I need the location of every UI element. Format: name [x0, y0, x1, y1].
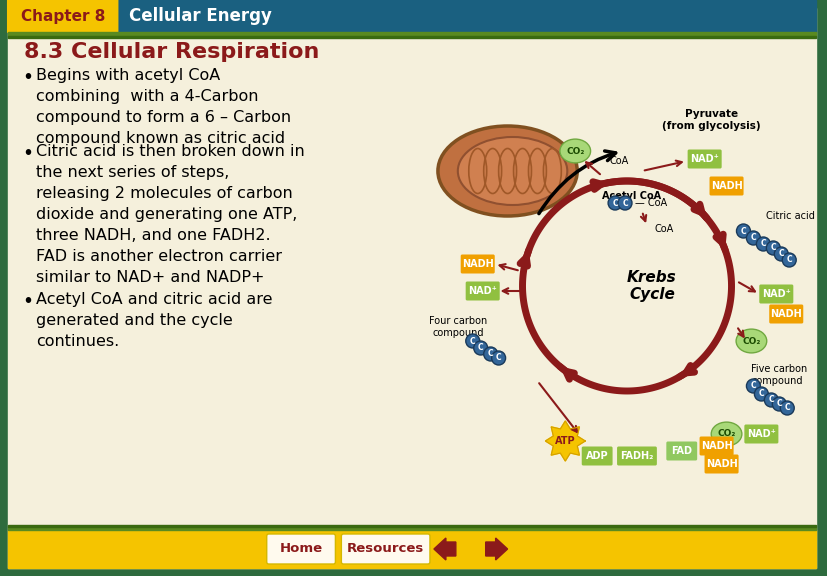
Text: CoA: CoA [609, 156, 628, 166]
Circle shape [466, 334, 479, 348]
FancyArrow shape [485, 538, 507, 560]
Bar [8, 530, 815, 568]
Circle shape [746, 231, 759, 245]
Text: Krebs
Cycle: Krebs Cycle [626, 270, 676, 302]
Ellipse shape [710, 422, 741, 446]
Text: C: C [470, 336, 475, 346]
Text: Begins with acetyl CoA
combining  with a 4-Carbon
compound to form a 6 – Carbon
: Begins with acetyl CoA combining with a … [36, 68, 290, 146]
Circle shape [766, 241, 779, 255]
FancyBboxPatch shape [266, 534, 335, 564]
Bar [8, 525, 815, 527]
FancyBboxPatch shape [341, 534, 429, 564]
Text: ADP: ADP [586, 451, 608, 461]
FancyBboxPatch shape [699, 437, 733, 456]
Text: Citric acid is then broken down in
the next series of steps,
releasing 2 molecul: Citric acid is then broken down in the n… [36, 144, 304, 285]
FancyBboxPatch shape [581, 446, 612, 465]
Text: NADH: NADH [769, 309, 801, 319]
Text: C: C [758, 389, 763, 399]
Text: NADH: NADH [705, 459, 737, 469]
Text: C: C [767, 396, 773, 404]
Text: Four carbon
compound: Four carbon compound [428, 316, 486, 338]
Circle shape [773, 247, 787, 261]
Circle shape [617, 196, 631, 210]
Circle shape [473, 341, 487, 355]
Text: — CoA: — CoA [634, 198, 667, 208]
Text: C: C [786, 256, 791, 264]
FancyBboxPatch shape [460, 255, 495, 274]
Circle shape [763, 393, 777, 407]
Text: ATP: ATP [554, 436, 575, 446]
FancyBboxPatch shape [768, 305, 802, 324]
Text: •: • [22, 68, 33, 87]
Text: CO₂: CO₂ [566, 146, 584, 156]
FancyBboxPatch shape [709, 176, 743, 195]
Polygon shape [545, 421, 585, 461]
Circle shape [756, 237, 769, 251]
FancyBboxPatch shape [465, 282, 500, 301]
Bar [117, 0, 815, 32]
FancyBboxPatch shape [758, 285, 792, 304]
Circle shape [779, 401, 793, 415]
Text: NAD⁺: NAD⁺ [761, 289, 790, 299]
Circle shape [782, 253, 796, 267]
Ellipse shape [559, 139, 590, 163]
Text: C: C [770, 244, 775, 252]
Text: NADH: NADH [700, 441, 732, 451]
Text: C: C [777, 249, 783, 259]
Text: CO₂: CO₂ [716, 430, 735, 438]
Text: FAD: FAD [671, 446, 691, 456]
Text: Resources: Resources [347, 543, 423, 555]
Text: C: C [750, 233, 755, 242]
Text: CO₂: CO₂ [741, 336, 760, 346]
Text: Pyruvate
(from glycolysis): Pyruvate (from glycolysis) [662, 109, 760, 131]
Text: CoA: CoA [654, 224, 673, 234]
Ellipse shape [437, 126, 576, 216]
Circle shape [607, 196, 621, 210]
Text: Acetyl CoA: Acetyl CoA [602, 191, 661, 201]
Bar [8, 32, 815, 36]
FancyBboxPatch shape [7, 0, 118, 33]
Text: Cellular Energy: Cellular Energy [129, 7, 272, 25]
Circle shape [735, 224, 749, 238]
FancyBboxPatch shape [743, 425, 777, 444]
Ellipse shape [457, 137, 566, 205]
Circle shape [746, 379, 759, 393]
FancyBboxPatch shape [666, 441, 696, 460]
Text: •: • [22, 292, 33, 311]
Circle shape [491, 351, 505, 365]
FancyBboxPatch shape [616, 446, 656, 465]
Text: Five carbon
compound: Five carbon compound [751, 364, 806, 385]
Text: NADH: NADH [461, 259, 493, 269]
Text: Chapter 8: Chapter 8 [21, 9, 105, 24]
Text: FADH₂: FADH₂ [619, 451, 653, 461]
Text: C: C [740, 226, 745, 236]
Text: C: C [477, 343, 483, 353]
Circle shape [772, 397, 786, 411]
Circle shape [753, 387, 767, 401]
Text: C: C [487, 350, 493, 358]
Ellipse shape [735, 329, 766, 353]
Text: •: • [22, 144, 33, 163]
Text: Citric acid: Citric acid [766, 211, 815, 221]
Text: 8.3 Cellular Respiration: 8.3 Cellular Respiration [24, 42, 319, 62]
Bar [8, 527, 815, 530]
Text: C: C [611, 199, 617, 207]
FancyBboxPatch shape [704, 454, 738, 473]
Circle shape [483, 347, 497, 361]
Text: NAD⁺: NAD⁺ [468, 286, 496, 296]
Text: NAD⁺: NAD⁺ [690, 154, 718, 164]
Text: C: C [776, 400, 782, 408]
Text: C: C [783, 404, 789, 412]
Text: C: C [495, 354, 501, 362]
Bar [8, 36, 815, 38]
Text: Home: Home [280, 543, 323, 555]
Text: NAD⁺: NAD⁺ [746, 429, 775, 439]
Text: NADH: NADH [710, 181, 742, 191]
Text: C: C [621, 199, 627, 207]
Text: Acetyl CoA and citric acid are
generated and the cycle
continues.: Acetyl CoA and citric acid are generated… [36, 292, 272, 349]
FancyBboxPatch shape [686, 150, 721, 169]
FancyArrow shape [433, 538, 456, 560]
Text: C: C [750, 381, 755, 391]
Text: C: C [760, 240, 765, 248]
